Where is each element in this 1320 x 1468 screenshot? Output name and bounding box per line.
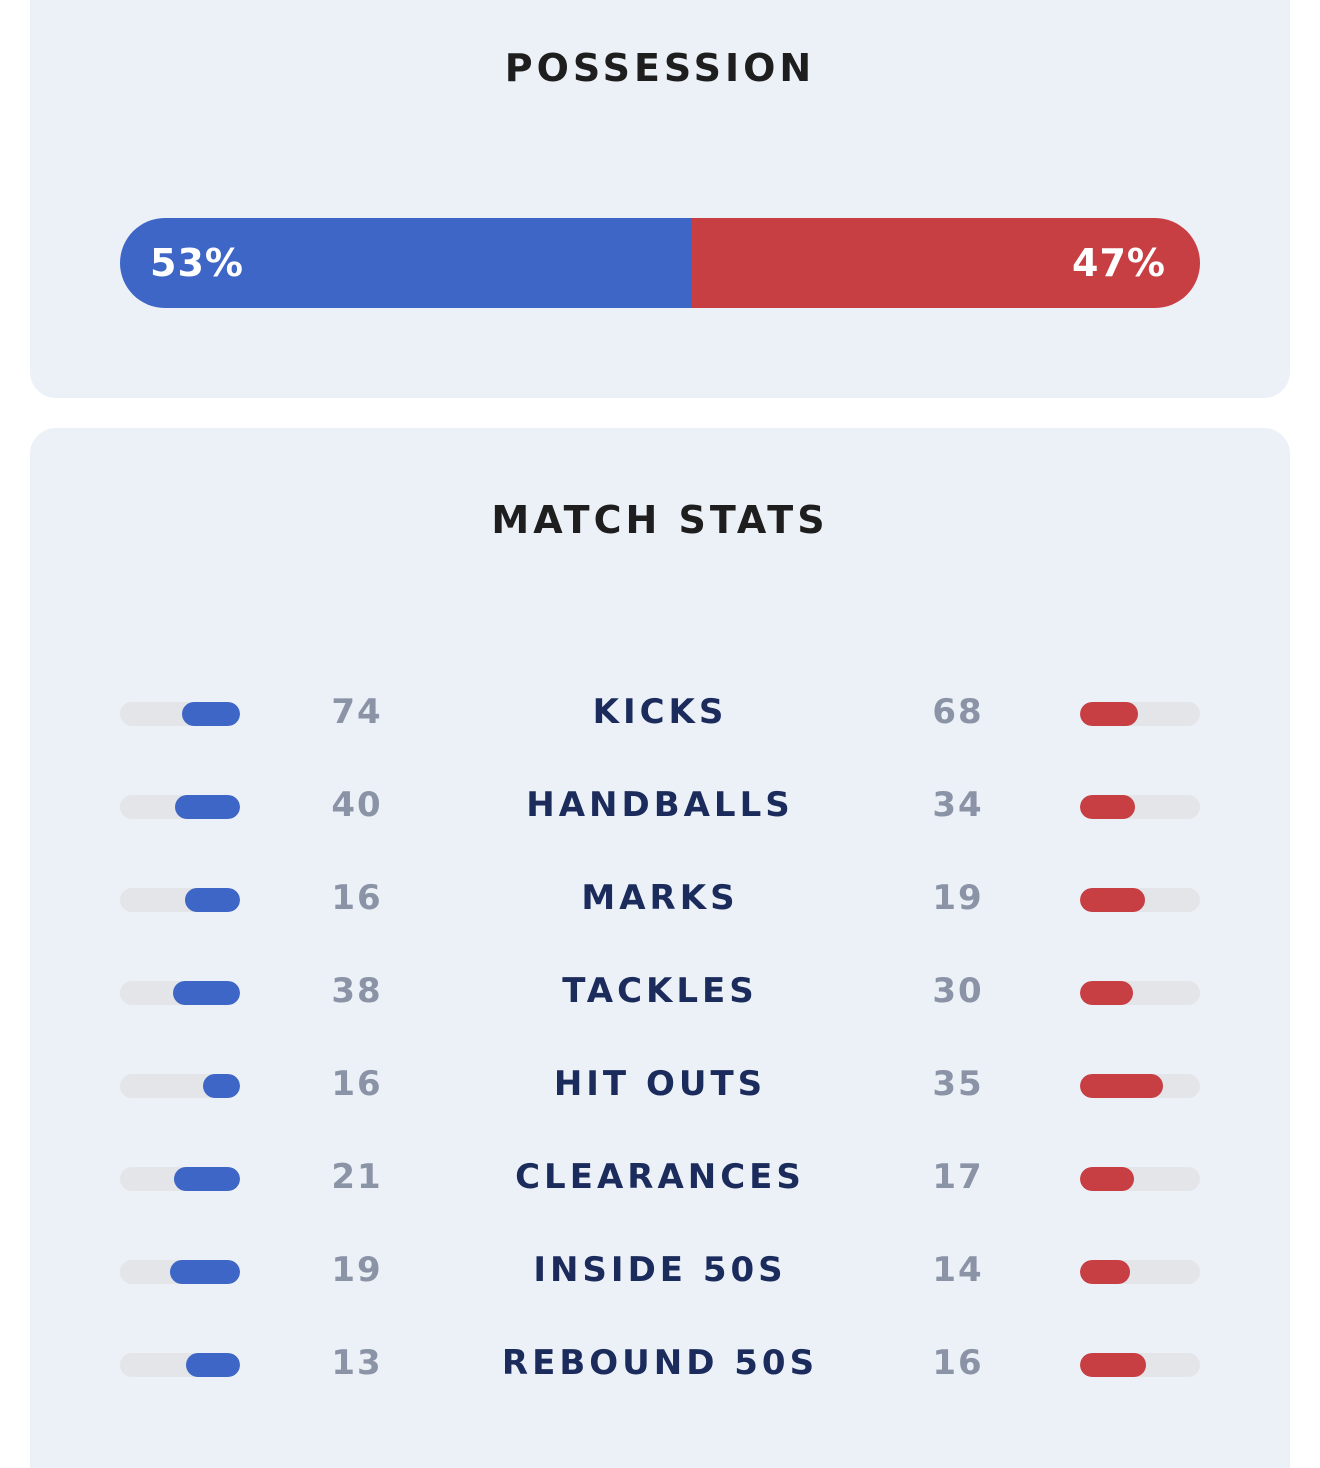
away-bar-track (1080, 702, 1200, 726)
possession-home-segment: 53% (120, 218, 693, 308)
away-bar-track (1080, 1167, 1200, 1191)
away-value: 17 (932, 1157, 984, 1197)
home-bar-track (120, 1167, 240, 1191)
possession-bar: 53% 47% (120, 218, 1200, 308)
home-value: 16 (331, 1064, 383, 1104)
away-value: 19 (932, 878, 984, 918)
stat-label: KICKS (592, 692, 728, 732)
away-value: 14 (932, 1250, 984, 1290)
stat-row-kicks: 74 KICKS 68 (30, 668, 1290, 761)
home-value: 40 (331, 785, 383, 825)
possession-away-label: 47% (1072, 241, 1166, 285)
home-value: 19 (331, 1250, 383, 1290)
possession-away-segment: 47% (692, 218, 1200, 308)
home-value: 21 (331, 1157, 383, 1197)
stat-label: HANDBALLS (526, 785, 794, 825)
stat-row-rebound-50s: 13 REBOUND 50S 16 (30, 1319, 1290, 1412)
away-bar-fill (1080, 1074, 1163, 1098)
home-bar-fill (184, 888, 240, 912)
away-value: 35 (932, 1064, 984, 1104)
away-bar-track (1080, 1074, 1200, 1098)
away-bar-fill (1080, 888, 1145, 912)
home-bar-fill (174, 1167, 240, 1191)
away-bar-track (1080, 795, 1200, 819)
stat-label: MARKS (581, 878, 739, 918)
home-bar-track (120, 888, 240, 912)
away-bar-track (1080, 888, 1200, 912)
away-bar-fill (1080, 795, 1136, 819)
home-bar-track (120, 795, 240, 819)
stat-row-marks: 16 MARKS 19 (30, 854, 1290, 947)
away-bar-track (1080, 1353, 1200, 1377)
away-bar-fill (1080, 981, 1133, 1005)
match-stats-title: MATCH STATS (491, 498, 829, 542)
stat-label: TACKLES (562, 971, 758, 1011)
stat-row-tackles: 38 TACKLES 30 (30, 947, 1290, 1040)
home-bar-fill (170, 1260, 240, 1284)
away-bar-fill (1080, 702, 1138, 726)
home-value: 74 (331, 692, 383, 732)
possession-title: POSSESSION (504, 46, 816, 90)
home-value: 38 (331, 971, 383, 1011)
away-value: 68 (932, 692, 984, 732)
possession-card: POSSESSION 53% 47% (30, 0, 1290, 398)
stat-row-inside-50s: 19 INSIDE 50S 14 (30, 1226, 1290, 1319)
possession-home-label: 53% (150, 241, 244, 285)
away-value: 34 (932, 785, 984, 825)
home-bar-track (120, 702, 240, 726)
home-bar-track (120, 1074, 240, 1098)
stat-label: INSIDE 50S (533, 1250, 787, 1290)
home-bar-fill (202, 1074, 240, 1098)
stat-label: HIT OUTS (553, 1064, 767, 1104)
home-value: 16 (331, 878, 383, 918)
away-bar-fill (1080, 1353, 1146, 1377)
home-bar-track (120, 1353, 240, 1377)
stat-row-clearances: 21 CLEARANCES 17 (30, 1133, 1290, 1226)
away-bar-fill (1080, 1260, 1131, 1284)
match-stats-card: MATCH STATS 74 KICKS 68 40 HANDBALLS 34 … (30, 428, 1290, 1468)
home-bar-fill (182, 702, 240, 726)
away-bar-track (1080, 981, 1200, 1005)
home-bar-fill (175, 795, 240, 819)
away-bar-fill (1080, 1167, 1134, 1191)
away-value: 16 (932, 1343, 984, 1383)
home-value: 13 (331, 1343, 383, 1383)
stat-label: CLEARANCES (515, 1157, 805, 1197)
home-bar-fill (172, 981, 240, 1005)
away-value: 30 (932, 971, 984, 1011)
stat-label: REBOUND 50S (501, 1343, 819, 1383)
home-bar-fill (186, 1353, 240, 1377)
match-stats-list: 74 KICKS 68 40 HANDBALLS 34 16 MARKS 19 … (30, 668, 1290, 1412)
stat-row-hit-outs: 16 HIT OUTS 35 (30, 1040, 1290, 1133)
away-bar-track (1080, 1260, 1200, 1284)
home-bar-track (120, 1260, 240, 1284)
stat-row-handballs: 40 HANDBALLS 34 (30, 761, 1290, 854)
home-bar-track (120, 981, 240, 1005)
